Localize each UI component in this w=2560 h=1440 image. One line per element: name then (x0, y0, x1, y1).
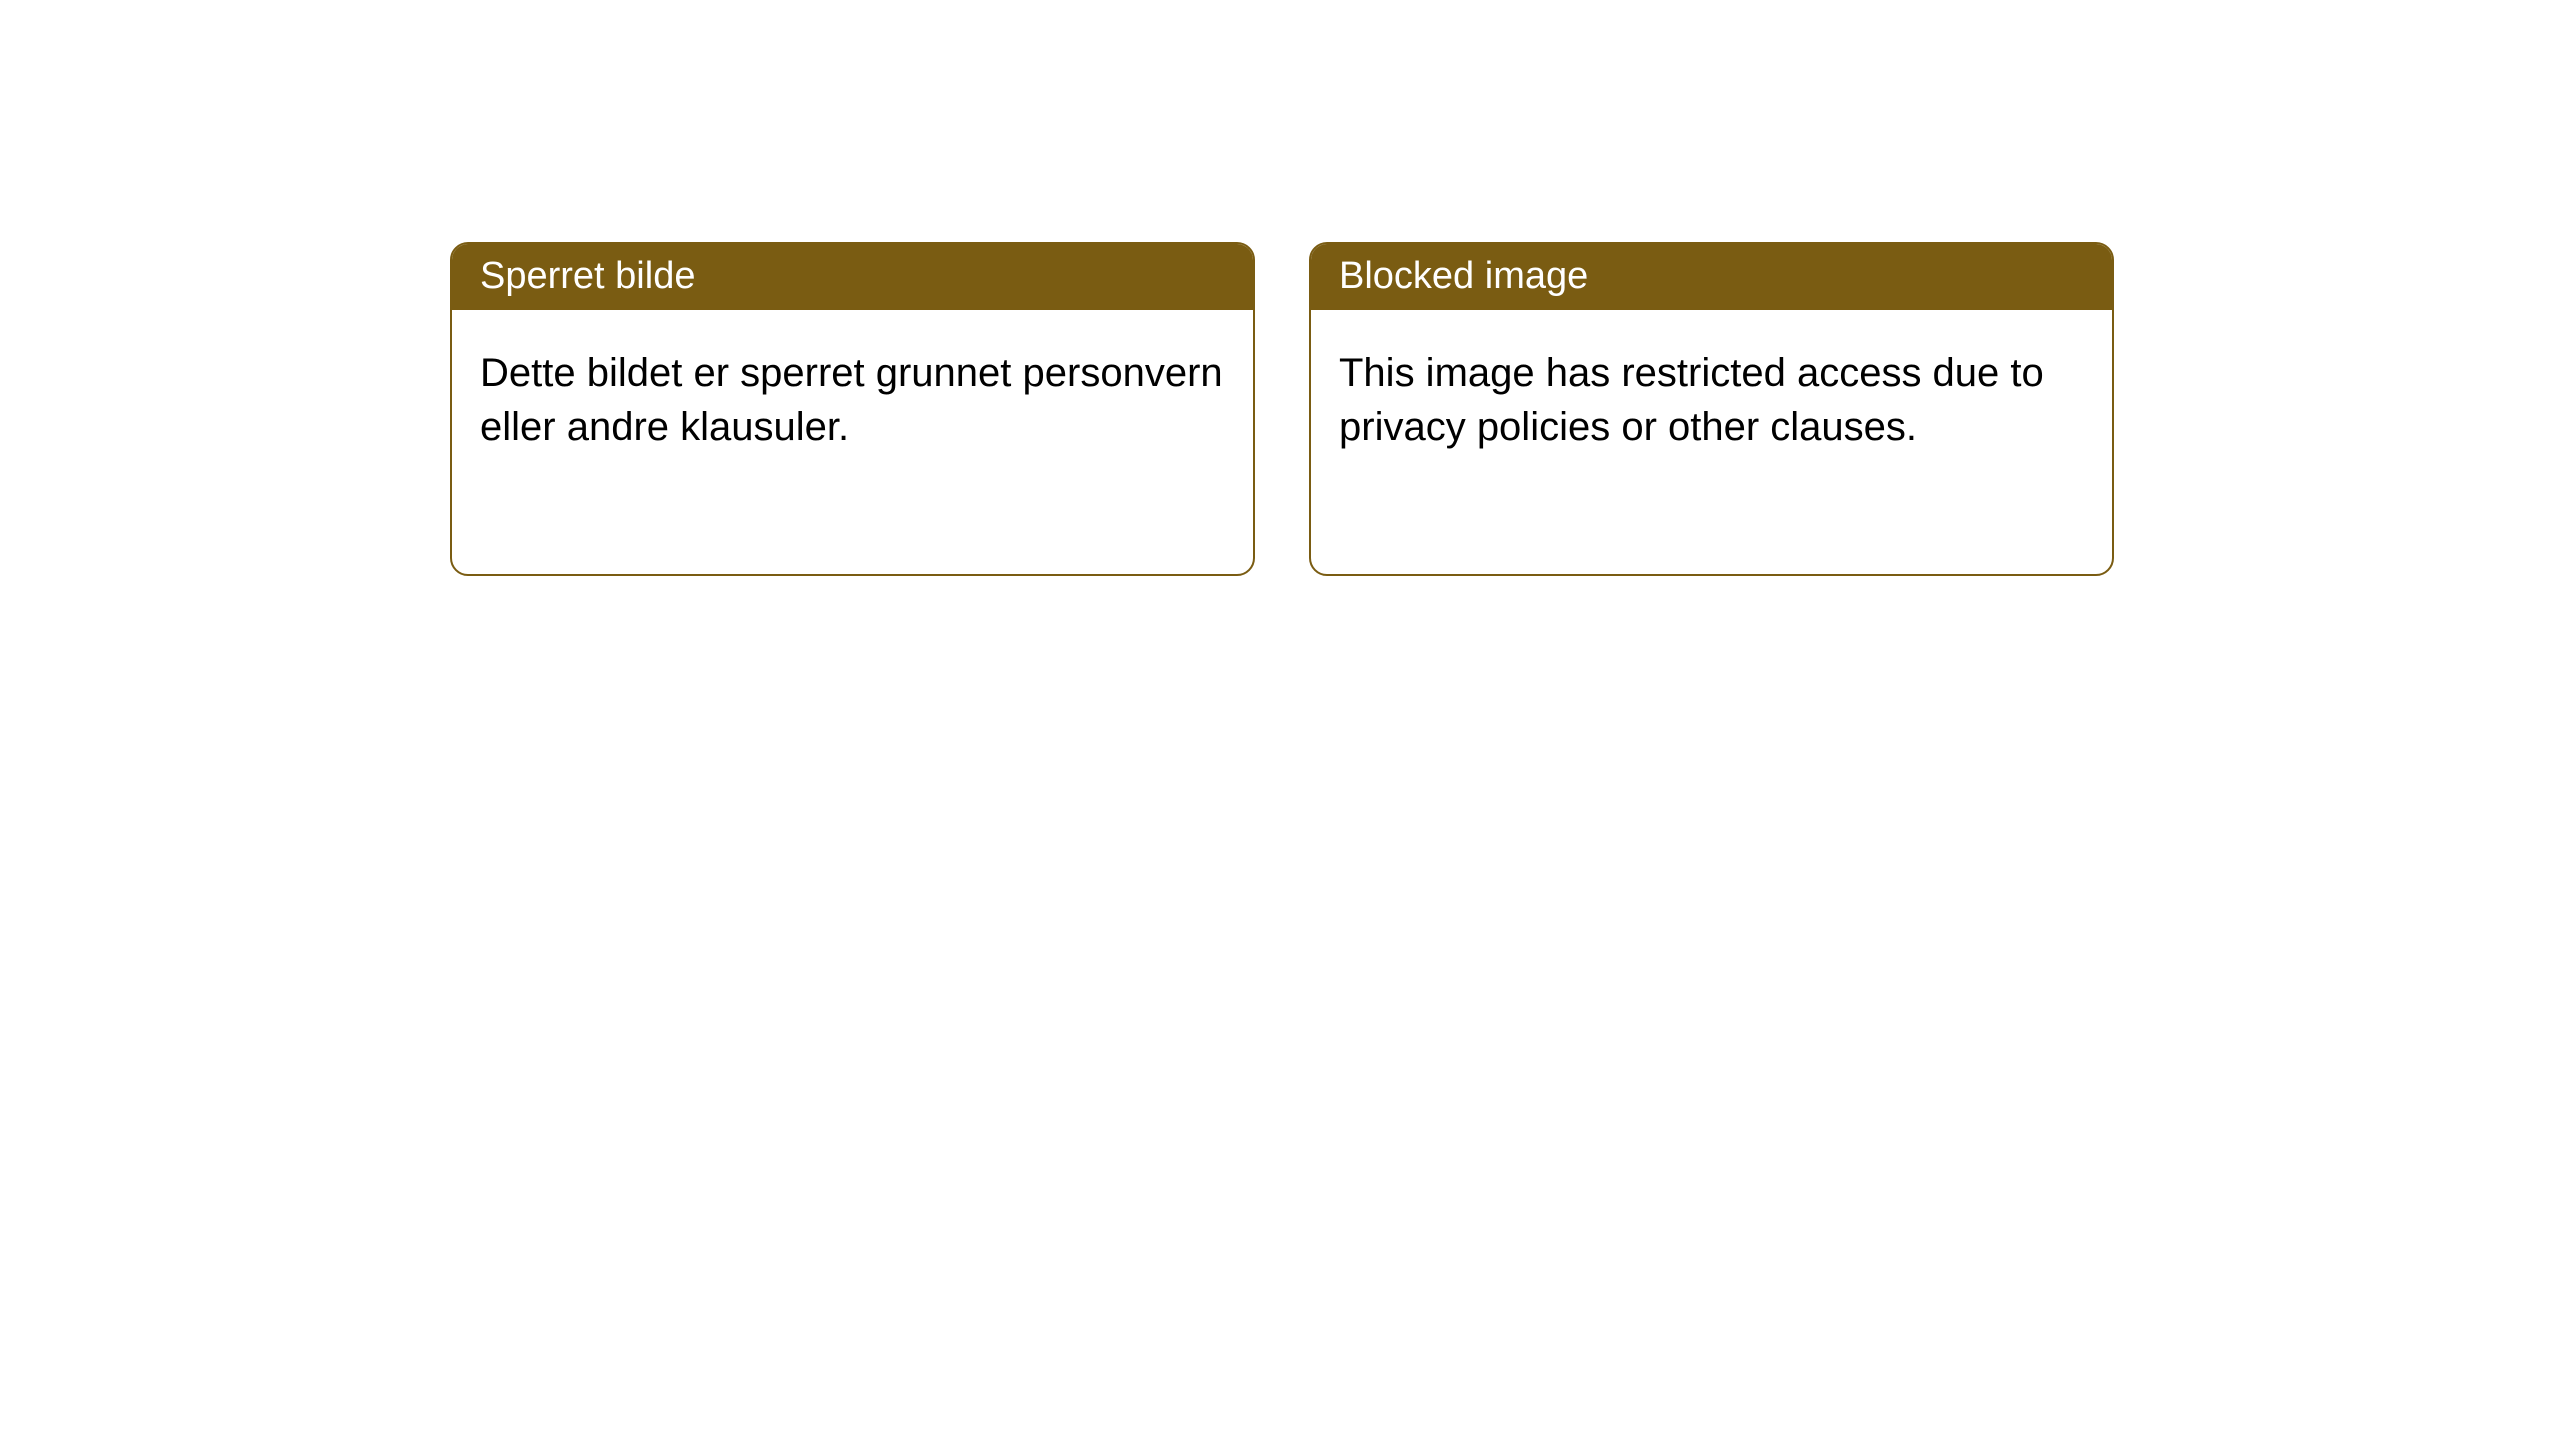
notice-body: This image has restricted access due to … (1311, 310, 2112, 482)
notice-card-norwegian: Sperret bilde Dette bildet er sperret gr… (450, 242, 1255, 576)
notice-body: Dette bildet er sperret grunnet personve… (452, 310, 1253, 482)
notice-container: Sperret bilde Dette bildet er sperret gr… (450, 242, 2114, 576)
notice-card-english: Blocked image This image has restricted … (1309, 242, 2114, 576)
notice-header: Blocked image (1311, 244, 2112, 310)
notice-header: Sperret bilde (452, 244, 1253, 310)
